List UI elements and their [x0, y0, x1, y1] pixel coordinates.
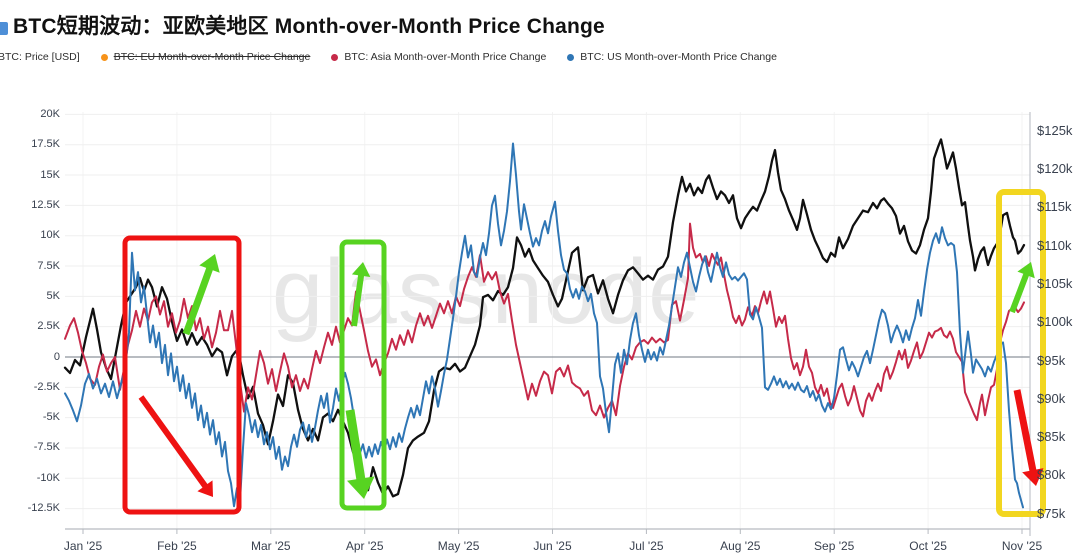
page-title: BTC短期波动：亚欧美地区 Month-over-Month Price Cha…: [13, 15, 605, 38]
x-axis-tick-label: Aug '25: [720, 539, 761, 553]
y-axis-right-tick-label: $80k: [1037, 467, 1066, 483]
x-axis-tick-label: Jul '25: [629, 539, 664, 553]
y-axis-left-tick-label: -12.5K: [27, 502, 60, 515]
x-axis-tick-label: Nov '25: [1001, 539, 1043, 553]
x-axis-tick-label: May '25: [437, 539, 480, 553]
red-box-up-arrow: [182, 254, 220, 336]
y-axis-left-tick-label: 7.5K: [37, 259, 60, 272]
y-axis-left-tick-label: 20K: [40, 107, 60, 120]
red-highlight-box: [122, 235, 242, 515]
y-axis-left-tick-label: -2.5K: [33, 380, 60, 393]
green-box-up-arrow: [351, 262, 371, 327]
asia-line: [64, 222, 1025, 422]
legend-dot-us: [567, 53, 575, 61]
x-axis-tick-label: Feb '25: [157, 539, 197, 553]
y-axis-left-tick-label: -7.5K: [33, 441, 60, 454]
x-axis-tick-label: Jan '25: [63, 539, 103, 553]
legend-label: BTC: Asia Month-over-Month Price Change: [344, 51, 547, 63]
y-axis-right-tick-label: $85k: [1037, 429, 1066, 445]
y-axis-right-tick-label: $100k: [1037, 314, 1073, 330]
y-axis-left-tick-label: 17.5K: [31, 138, 60, 151]
green-box-down-arrow: [345, 409, 375, 499]
y-axis-right-tick-label: $105k: [1037, 275, 1073, 291]
chart-legend: BTC: Price [USD] BTC: EU Month-over-Mont…: [0, 51, 777, 63]
y-axis-right-tick-label: $90k: [1037, 390, 1066, 406]
y-axis-left-tick-label: -10K: [36, 471, 60, 484]
x-axis-tick-label: Sep '25: [814, 539, 855, 553]
us-line: [64, 142, 1024, 509]
price-line: [63, 138, 1026, 498]
legend-label: BTC: EU Month-over-Month Price Change: [113, 51, 311, 63]
legend-label: BTC: US Month-over-Month Price Change: [580, 51, 777, 63]
y-axis-right-tick-label: $115k: [1037, 199, 1072, 215]
legend-item-price[interactable]: BTC: Price [USD]: [0, 51, 80, 63]
yellow-box-up-arrow: [1009, 262, 1035, 314]
x-axis-tick-label: Oct '25: [909, 539, 947, 553]
title-logo-icon: [0, 22, 8, 35]
red-box-down-arrow: [138, 395, 213, 497]
y-axis-right-tick-label: $95k: [1037, 352, 1066, 368]
y-axis-left-tick-label: 15K: [40, 168, 60, 181]
y-axis-left-tick-label: 10K: [40, 229, 60, 242]
y-axis-right-tick-label: $75k: [1037, 505, 1066, 521]
green-highlight-box: [339, 239, 387, 511]
legend-dot-asia: [331, 53, 339, 61]
y-axis-right-tick-label: $120k: [1037, 161, 1073, 176]
y-axis-left-tick-label: 2.5K: [37, 320, 60, 333]
x-axis-tick-label: Jun '25: [533, 539, 572, 553]
y-axis-left-tick-label: 12.5K: [31, 198, 60, 211]
legend-item-us[interactable]: BTC: US Month-over-Month Price Change: [567, 51, 777, 63]
legend-item-eu[interactable]: BTC: EU Month-over-Month Price Change: [100, 51, 311, 63]
x-axis-tick-label: Mar '25: [250, 539, 291, 553]
yellow-highlight-box: [996, 189, 1046, 517]
y-axis-left-tick-label: 5K: [46, 289, 60, 302]
y-axis-right-tick-label: $110k: [1037, 237, 1072, 253]
y-axis-right-tick-label: $125k: [1037, 122, 1073, 138]
y-axis-left-tick-label: -5K: [42, 411, 60, 424]
legend-dot-eu: [100, 53, 108, 61]
x-axis-tick-label: Apr '25: [345, 539, 384, 553]
legend-item-asia[interactable]: BTC: Asia Month-over-Month Price Change: [331, 51, 546, 63]
yellow-box-down-arrow: [1013, 389, 1044, 486]
y-axis-left-tick-label: 0: [53, 350, 60, 363]
legend-label: BTC: Price [USD]: [0, 51, 80, 63]
